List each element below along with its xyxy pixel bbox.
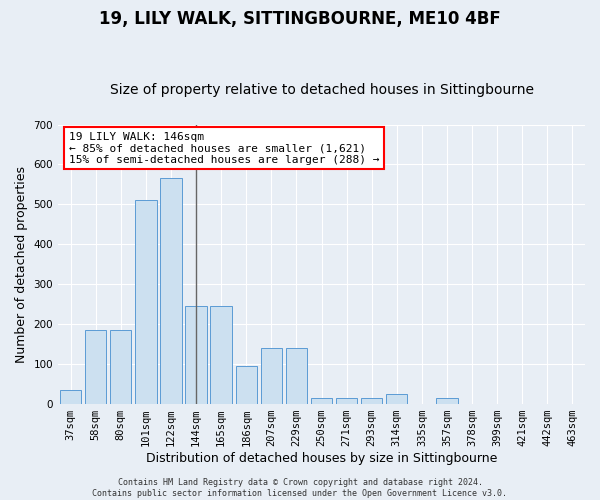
Bar	[135, 200, 157, 404]
Bar	[361, 398, 382, 404]
Bar	[160, 178, 182, 404]
Bar	[436, 398, 458, 404]
Bar	[311, 398, 332, 404]
Bar	[260, 348, 282, 404]
Bar	[236, 366, 257, 404]
Text: Contains HM Land Registry data © Crown copyright and database right 2024.
Contai: Contains HM Land Registry data © Crown c…	[92, 478, 508, 498]
Bar	[386, 394, 407, 404]
Bar	[85, 330, 106, 404]
Text: 19 LILY WALK: 146sqm
← 85% of detached houses are smaller (1,621)
15% of semi-de: 19 LILY WALK: 146sqm ← 85% of detached h…	[68, 132, 379, 164]
Y-axis label: Number of detached properties: Number of detached properties	[15, 166, 28, 363]
Text: 19, LILY WALK, SITTINGBOURNE, ME10 4BF: 19, LILY WALK, SITTINGBOURNE, ME10 4BF	[99, 10, 501, 28]
Bar	[110, 330, 131, 404]
Bar	[185, 306, 207, 404]
Bar	[60, 390, 81, 404]
Bar	[211, 306, 232, 404]
Bar	[336, 398, 357, 404]
X-axis label: Distribution of detached houses by size in Sittingbourne: Distribution of detached houses by size …	[146, 452, 497, 465]
Title: Size of property relative to detached houses in Sittingbourne: Size of property relative to detached ho…	[110, 83, 533, 97]
Bar	[286, 348, 307, 404]
